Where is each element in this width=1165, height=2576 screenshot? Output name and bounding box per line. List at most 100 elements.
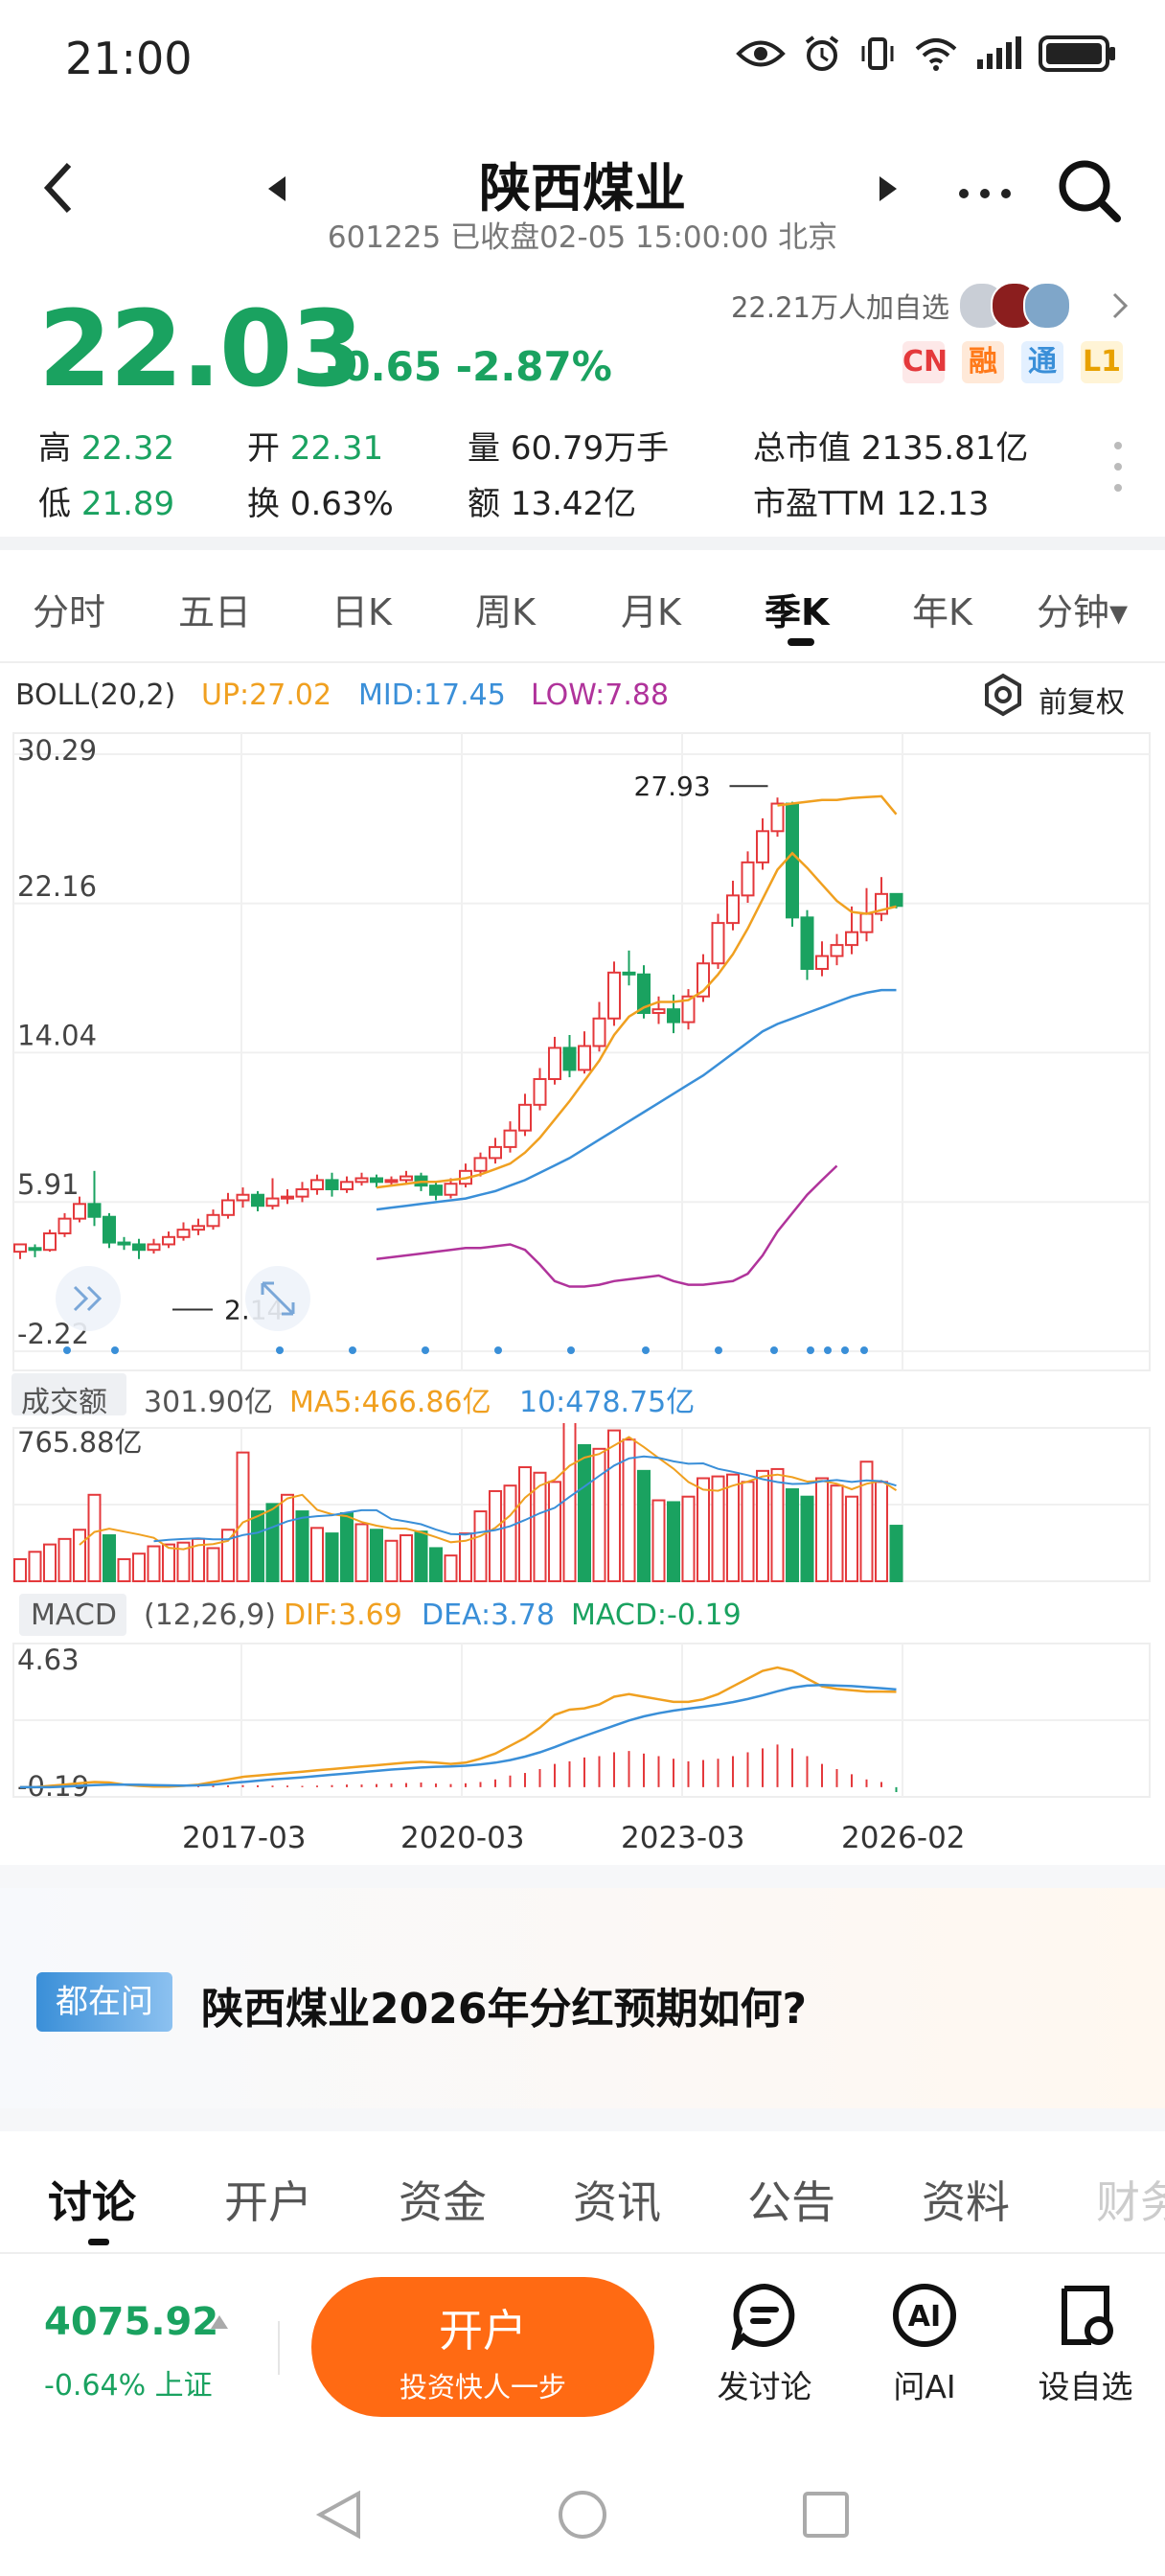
event-dot <box>276 1346 284 1354</box>
tab-yearly-k[interactable]: 年K <box>912 591 972 633</box>
tab-daily-k[interactable]: 日K <box>331 591 392 633</box>
volume-label-box[interactable] <box>11 1373 126 1415</box>
more-icon[interactable] <box>958 188 1012 199</box>
status-icons <box>736 34 1117 73</box>
candle-body <box>518 1103 532 1132</box>
candle-body <box>236 1193 250 1202</box>
volume-ma10-line <box>153 1455 897 1543</box>
volume-bar <box>637 1469 651 1582</box>
badge-margin: 融 <box>962 341 1004 383</box>
volume-bar <box>459 1532 472 1582</box>
add-watchlist-button[interactable]: 设自选 <box>1023 2281 1148 2407</box>
tab-discussion[interactable]: 讨论 <box>48 2176 136 2228</box>
y-tick-label: 5.91 <box>17 1168 80 1201</box>
post-discussion-button[interactable]: 发讨论 <box>702 2281 827 2407</box>
tab-profile[interactable]: 资料 <box>922 2176 1010 2228</box>
volume-bar <box>429 1547 443 1582</box>
candle-body <box>473 1157 488 1172</box>
tab-five-day[interactable]: 五日 <box>178 591 252 633</box>
content-tabs: 讨论 开户 资金 资讯 公告 资料 财务 <box>0 2147 1165 2252</box>
macd-dea: DEA:3.78 <box>422 1598 555 1632</box>
y-tick-label: 22.16 <box>17 870 97 903</box>
candle-body <box>651 1008 666 1015</box>
back-icon[interactable] <box>38 159 77 217</box>
candle-body <box>444 1183 458 1196</box>
volume-bar <box>444 1554 458 1583</box>
macd-chart[interactable]: 4.63-0.19 <box>0 1639 1165 1802</box>
volume-bar <box>830 1484 844 1582</box>
nav-recents-icon[interactable] <box>799 2488 853 2542</box>
volume-bar <box>251 1510 264 1582</box>
tab-minute[interactable]: 分钟▾ <box>1037 591 1129 633</box>
nav-home-icon[interactable] <box>556 2488 609 2542</box>
volume-bar <box>518 1465 532 1582</box>
x-tick-label: 2020-03 <box>400 1821 525 1855</box>
volume-chart[interactable]: 765.88亿 <box>0 1423 1165 1586</box>
status-bar: 21:00 <box>0 0 1165 115</box>
volume-label: 成交额 <box>21 1386 107 1419</box>
candle-body <box>592 1017 606 1047</box>
stat-low: 低 21.89 <box>38 485 175 523</box>
macd-top-label: 4.63 <box>17 1644 80 1676</box>
stat-high: 高 22.32 <box>38 429 175 468</box>
tab-financials[interactable]: 财务 <box>1096 2176 1165 2228</box>
search-icon[interactable] <box>1056 157 1123 224</box>
volume-bar <box>354 1523 369 1582</box>
event-dot <box>349 1346 356 1354</box>
candle-body <box>132 1243 146 1252</box>
watchers-count[interactable]: 22.21万人加自选 <box>730 291 949 324</box>
volume-bar <box>206 1547 220 1582</box>
vertical-more-icon[interactable] <box>1113 441 1123 493</box>
next-stock-icon[interactable] <box>878 174 899 203</box>
tab-open-account[interactable]: 开户 <box>224 2176 312 2228</box>
settings-icon[interactable] <box>981 673 1025 717</box>
volume-bar <box>607 1429 621 1582</box>
nav-back-icon[interactable] <box>312 2488 366 2542</box>
candle-body <box>562 1046 577 1071</box>
tab-quarterly-k[interactable]: 季K <box>765 591 830 633</box>
macd-label-box[interactable] <box>19 1594 126 1636</box>
volume-bar <box>28 1551 42 1582</box>
tab-announcements[interactable]: 公告 <box>747 2176 835 2228</box>
volume-bar <box>221 1529 235 1582</box>
macd-label: MACD <box>31 1598 117 1632</box>
double-chevron-icon <box>73 1285 103 1312</box>
volume-bar <box>859 1460 874 1582</box>
index-value[interactable]: 4075.92 <box>44 2300 219 2344</box>
page-title: 陕西煤业 <box>479 158 686 218</box>
chevron-right-icon[interactable] <box>1111 291 1129 320</box>
tab-monthly-k[interactable]: 月K <box>621 591 681 633</box>
open-account-button[interactable]: 开户 投资快人一步 <box>311 2277 654 2417</box>
stat-pe-ttm: 市盈TTM 12.13 <box>753 485 990 523</box>
adjust-mode[interactable]: 前复权 <box>1039 686 1125 720</box>
badge-cn: CN <box>902 341 948 383</box>
candle-body <box>815 954 829 971</box>
resize-icon <box>261 1281 295 1316</box>
stock-header: 陕西煤业 601225 已收盘02-05 15:00:00 北京 <box>0 125 1165 259</box>
tab-news[interactable]: 资讯 <box>573 2176 661 2228</box>
candle-body <box>265 1197 280 1208</box>
candle-body <box>400 1175 413 1182</box>
candle-body <box>43 1231 57 1252</box>
ask-ai-button[interactable]: AI 问AI <box>862 2281 987 2407</box>
index-change: -0.64% 上证 <box>44 2369 213 2403</box>
candle-body <box>251 1193 264 1208</box>
faq-card[interactable]: 都在问 陕西煤业2026年分红预期如何? <box>0 1888 1165 2108</box>
candle-body <box>103 1215 116 1244</box>
watcher-avatars[interactable] <box>958 280 1092 330</box>
prev-stock-icon[interactable] <box>266 174 287 203</box>
boll-label[interactable]: BOLL(20,2) <box>15 678 176 712</box>
tab-capital[interactable]: 资金 <box>399 2176 487 2228</box>
macd-params: (12,26,9) <box>144 1598 276 1632</box>
tab-weekly-k[interactable]: 周K <box>475 591 536 633</box>
y-tick-label: 30.29 <box>17 734 97 767</box>
tab-timeshare[interactable]: 分时 <box>33 591 106 633</box>
volume-bar <box>651 1499 666 1582</box>
volume-bar <box>770 1467 785 1582</box>
candle-body <box>340 1181 354 1190</box>
x-tick-label: 2026-02 <box>841 1821 966 1855</box>
candle-body <box>607 971 621 1020</box>
volume-bar <box>533 1471 547 1583</box>
candle-body <box>147 1243 161 1252</box>
